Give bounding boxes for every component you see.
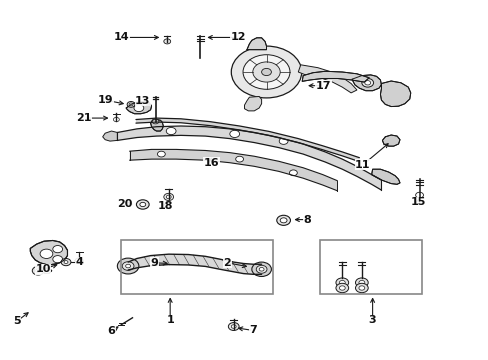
- Text: 3: 3: [368, 315, 376, 325]
- Text: 1: 1: [166, 315, 174, 325]
- Circle shape: [235, 156, 243, 162]
- Circle shape: [256, 265, 266, 273]
- Text: 7: 7: [249, 325, 257, 336]
- Circle shape: [364, 81, 370, 85]
- Bar: [320, 240, 421, 294]
- Circle shape: [75, 258, 83, 264]
- Text: 2: 2: [223, 258, 231, 268]
- Polygon shape: [117, 126, 381, 190]
- Polygon shape: [371, 169, 399, 184]
- Text: 21: 21: [76, 113, 92, 123]
- Circle shape: [134, 104, 143, 112]
- Circle shape: [53, 256, 62, 263]
- Circle shape: [289, 170, 297, 176]
- Circle shape: [229, 130, 239, 138]
- Text: 9: 9: [150, 258, 158, 268]
- Circle shape: [415, 192, 423, 198]
- Polygon shape: [126, 102, 151, 114]
- Text: 18: 18: [157, 201, 173, 211]
- Circle shape: [335, 283, 348, 293]
- Circle shape: [279, 138, 287, 144]
- Circle shape: [335, 278, 348, 287]
- Circle shape: [166, 127, 176, 135]
- Circle shape: [125, 264, 130, 268]
- Circle shape: [358, 286, 364, 290]
- Circle shape: [36, 269, 41, 273]
- Circle shape: [40, 249, 53, 258]
- Circle shape: [157, 151, 165, 157]
- Polygon shape: [302, 71, 368, 82]
- Text: 19: 19: [97, 95, 113, 105]
- Polygon shape: [30, 240, 67, 265]
- Circle shape: [280, 218, 286, 223]
- Circle shape: [53, 246, 62, 253]
- Polygon shape: [102, 131, 117, 141]
- Polygon shape: [298, 65, 356, 93]
- Polygon shape: [136, 118, 359, 162]
- Text: 16: 16: [203, 158, 219, 168]
- Polygon shape: [128, 254, 261, 274]
- Circle shape: [339, 286, 345, 290]
- Polygon shape: [244, 96, 261, 111]
- Circle shape: [166, 195, 171, 199]
- Polygon shape: [150, 120, 163, 131]
- Circle shape: [231, 325, 236, 328]
- Circle shape: [113, 117, 119, 122]
- Polygon shape: [246, 38, 266, 50]
- Circle shape: [358, 280, 364, 285]
- Polygon shape: [380, 81, 410, 107]
- Text: 14: 14: [113, 32, 129, 42]
- Circle shape: [261, 68, 271, 76]
- Circle shape: [117, 258, 139, 274]
- Text: 8: 8: [303, 215, 310, 225]
- Text: 4: 4: [75, 257, 83, 267]
- Circle shape: [64, 261, 68, 264]
- Circle shape: [228, 323, 239, 330]
- Text: 20: 20: [117, 199, 132, 209]
- Bar: [121, 240, 272, 294]
- Circle shape: [163, 193, 173, 201]
- Text: 6: 6: [107, 326, 115, 336]
- Circle shape: [243, 55, 289, 89]
- Polygon shape: [129, 149, 337, 191]
- Polygon shape: [351, 75, 381, 91]
- Text: 15: 15: [409, 197, 425, 207]
- Text: 10: 10: [35, 264, 51, 274]
- Circle shape: [152, 119, 159, 124]
- Circle shape: [259, 267, 264, 271]
- Circle shape: [32, 266, 44, 275]
- Circle shape: [163, 39, 170, 44]
- Text: 11: 11: [354, 160, 370, 170]
- Circle shape: [252, 62, 280, 82]
- Circle shape: [129, 103, 133, 106]
- Circle shape: [361, 78, 373, 87]
- Circle shape: [127, 102, 135, 107]
- Circle shape: [355, 278, 367, 287]
- Circle shape: [61, 258, 71, 266]
- Circle shape: [251, 262, 271, 276]
- Text: 17: 17: [315, 81, 331, 91]
- Polygon shape: [382, 135, 399, 146]
- Circle shape: [355, 283, 367, 293]
- Circle shape: [140, 202, 145, 207]
- Circle shape: [136, 200, 149, 209]
- Polygon shape: [41, 268, 52, 274]
- Text: 12: 12: [230, 32, 246, 42]
- Circle shape: [231, 46, 301, 98]
- Circle shape: [122, 262, 134, 270]
- Circle shape: [339, 280, 345, 285]
- Text: 5: 5: [13, 316, 21, 326]
- Circle shape: [276, 215, 290, 225]
- Text: 13: 13: [135, 96, 150, 106]
